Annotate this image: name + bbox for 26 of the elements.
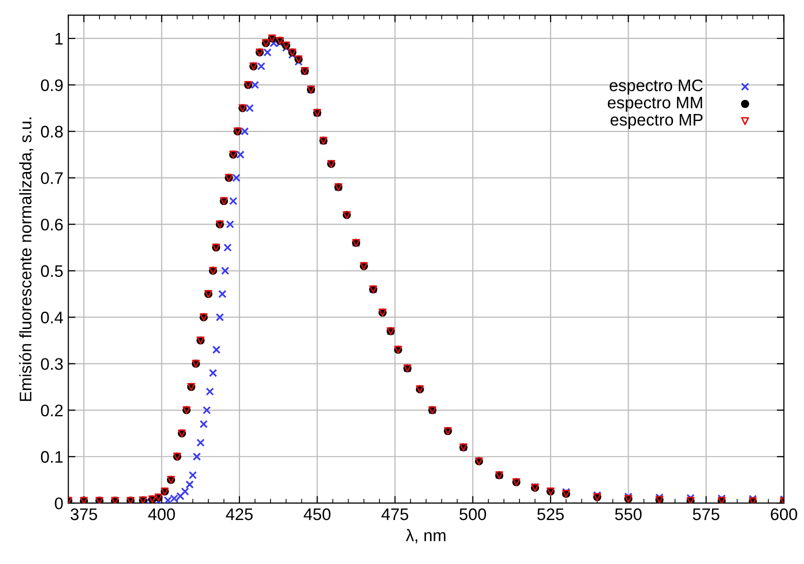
x-tick-label: 500 — [460, 508, 486, 520]
y-tick-label: 0.3 — [40, 358, 63, 370]
x-tick-label: 550 — [615, 508, 642, 520]
x-tick-label: 600 — [770, 508, 798, 520]
y-tick-label: 0.9 — [40, 79, 63, 92]
legend-label: espectro MM — [608, 96, 702, 112]
x-tick-label: 475 — [381, 508, 408, 520]
y-tick-label: 0.6 — [40, 218, 63, 231]
y-tick-label: 0.7 — [40, 172, 63, 184]
legend-label: espectro MC — [610, 79, 703, 95]
x-tick-label: 425 — [226, 508, 253, 520]
x-tick-label: 450 — [304, 508, 330, 520]
x-tick-label: 575 — [692, 508, 720, 520]
y-tick-label: 0.2 — [40, 404, 63, 416]
y-axis-title: Emisión fluorescente normalizada, s.u. — [19, 118, 34, 401]
y-tick-label: 0 — [54, 497, 63, 510]
legend-label: espectro MP — [610, 114, 703, 129]
y-tick-label: 0.8 — [40, 126, 63, 138]
x-axis-title: λ, nm — [406, 529, 446, 544]
x-tick-label: 525 — [537, 508, 564, 520]
y-tick-label: 0.5 — [40, 265, 63, 277]
y-tick-label: 0.4 — [40, 312, 63, 324]
y-tick-label: 0.1 — [40, 451, 63, 463]
y-tick-label: 1 — [55, 33, 63, 44]
x-tick-label: 375 — [70, 508, 98, 520]
x-tick-label: 400 — [148, 508, 175, 520]
